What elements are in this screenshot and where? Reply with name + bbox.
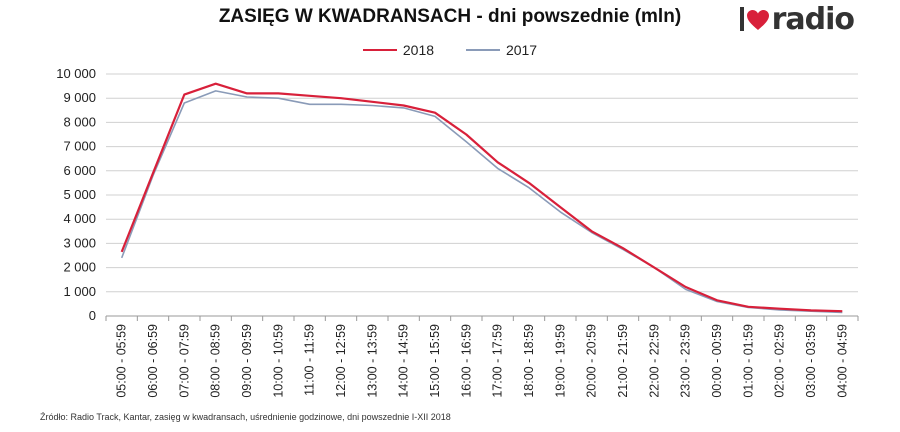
chart-title: ZASIĘG W KWADRANSACH - dni powszednie (m…: [218, 6, 682, 27]
logo-text: radio: [771, 2, 855, 37]
x-tick-label: 13:00 - 13:59: [365, 324, 379, 398]
x-tick-label: 04:00 - 04:59: [835, 324, 849, 398]
series-line-2017: [120, 90, 843, 314]
y-tick-label: 3 000: [63, 235, 96, 250]
x-tick-label: 03:00 - 03:59: [804, 324, 818, 398]
y-tick-label: 0: [89, 308, 96, 323]
x-tick-label: 11:00 - 11:59: [303, 324, 317, 396]
y-tick-label: 4 000: [63, 211, 96, 226]
x-tick-label: 08:00 - 08:59: [209, 324, 223, 398]
legend-swatch-2018: [362, 49, 397, 51]
series-line-2018: [120, 82, 843, 313]
x-tick-label: 00:00 - 00:59: [710, 324, 724, 398]
heart-icon: [746, 4, 770, 39]
x-tick-label: 05:00 - 05:59: [115, 324, 129, 398]
legend-item-2017: 2017: [465, 42, 538, 58]
x-tick-label: 15:00 - 15:59: [428, 324, 442, 398]
x-tick-label: 20:00 - 20:59: [585, 324, 599, 398]
x-tick-label: 02:00 - 02:59: [773, 324, 787, 398]
x-tick-label: 22:00 - 22:59: [647, 324, 661, 398]
legend-label-2017: 2017: [505, 42, 538, 58]
x-tick-label: 07:00 - 07:59: [177, 324, 191, 398]
legend-label-2018: 2018: [402, 42, 435, 58]
y-tick-label: 9 000: [63, 90, 96, 105]
x-tick-label: 10:00 - 10:59: [271, 324, 285, 398]
x-tick-label: 21:00 - 21:59: [616, 324, 630, 398]
y-tick-label: 2 000: [63, 260, 96, 275]
iradio-logo: radio: [739, 2, 855, 39]
x-tick-label: 23:00 - 23:59: [679, 324, 693, 398]
y-tick-label: 10 000: [56, 66, 96, 81]
chart-legend: 2018 2017: [0, 38, 900, 58]
x-tick-label: 16:00 - 16:59: [459, 324, 473, 398]
x-tick-label: 19:00 - 19:59: [553, 324, 567, 398]
logo-bar-icon: [739, 7, 744, 31]
y-tick-label: 6 000: [63, 163, 96, 178]
y-tick-label: 7 000: [63, 139, 96, 154]
y-tick-label: 1 000: [63, 284, 96, 299]
x-tick-label: 14:00 - 14:59: [397, 324, 411, 398]
legend-item-2018: 2018: [362, 42, 435, 58]
x-tick-label: 09:00 - 09:59: [240, 324, 254, 398]
x-tick-label: 06:00 - 06:59: [146, 324, 160, 398]
x-tick-label: 12:00 - 12:59: [334, 324, 348, 398]
x-tick-label: 18:00 - 18:59: [522, 324, 536, 398]
y-tick-label: 8 000: [63, 114, 96, 129]
x-tick-label: 17:00 - 17:59: [491, 324, 505, 398]
legend-swatch-2017: [465, 49, 500, 51]
y-tick-label: 5 000: [63, 187, 96, 202]
x-tick-label: 01:00 - 01:59: [741, 324, 755, 398]
source-note: Źródło: Radio Track, Kantar, zasięg w kw…: [40, 412, 451, 422]
